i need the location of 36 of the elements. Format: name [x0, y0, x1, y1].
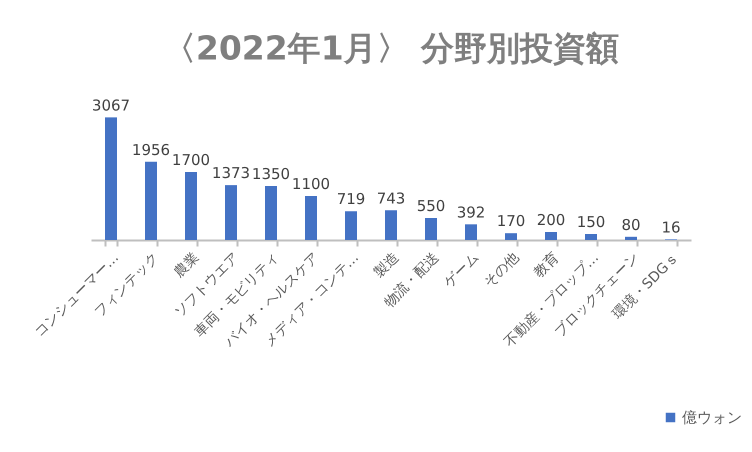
bar — [265, 186, 277, 240]
data-label: 1350 — [252, 165, 290, 183]
x-tick-label: 農業 — [170, 250, 202, 281]
data-label: 200 — [536, 211, 566, 229]
data-label: 1373 — [212, 164, 250, 182]
data-label: 150 — [576, 213, 606, 231]
data-label: 3067 — [92, 96, 130, 114]
x-tick-label: その他 — [481, 250, 522, 291]
bar — [145, 162, 157, 240]
bar — [345, 211, 357, 240]
bar — [505, 233, 517, 240]
bar — [425, 218, 437, 240]
x-tick-label: 教育 — [530, 249, 562, 281]
x-tick-label: ゲーム — [441, 250, 482, 291]
bar — [105, 117, 117, 240]
legend-label: 億ウォン — [682, 408, 742, 426]
bar — [625, 236, 637, 240]
data-label: 392 — [456, 203, 486, 222]
data-label: 16 — [661, 218, 681, 236]
data-label: 1100 — [292, 175, 330, 193]
bar — [385, 210, 397, 240]
bar — [545, 232, 557, 240]
bar — [185, 172, 197, 240]
data-label: 719 — [336, 190, 366, 208]
x-tick-label: 製造 — [370, 250, 402, 281]
data-label: 170 — [496, 212, 526, 230]
data-label: 743 — [376, 189, 406, 208]
bar — [585, 234, 597, 240]
data-label: 80 — [621, 216, 641, 234]
data-label: 1700 — [172, 151, 210, 169]
bar — [225, 185, 237, 240]
chart-title: 〈2022年1月〉 分野別投資額 — [162, 28, 620, 68]
bar — [465, 224, 477, 240]
data-label: 1956 — [132, 140, 170, 159]
bar — [305, 196, 317, 240]
data-label: 550 — [416, 197, 446, 215]
